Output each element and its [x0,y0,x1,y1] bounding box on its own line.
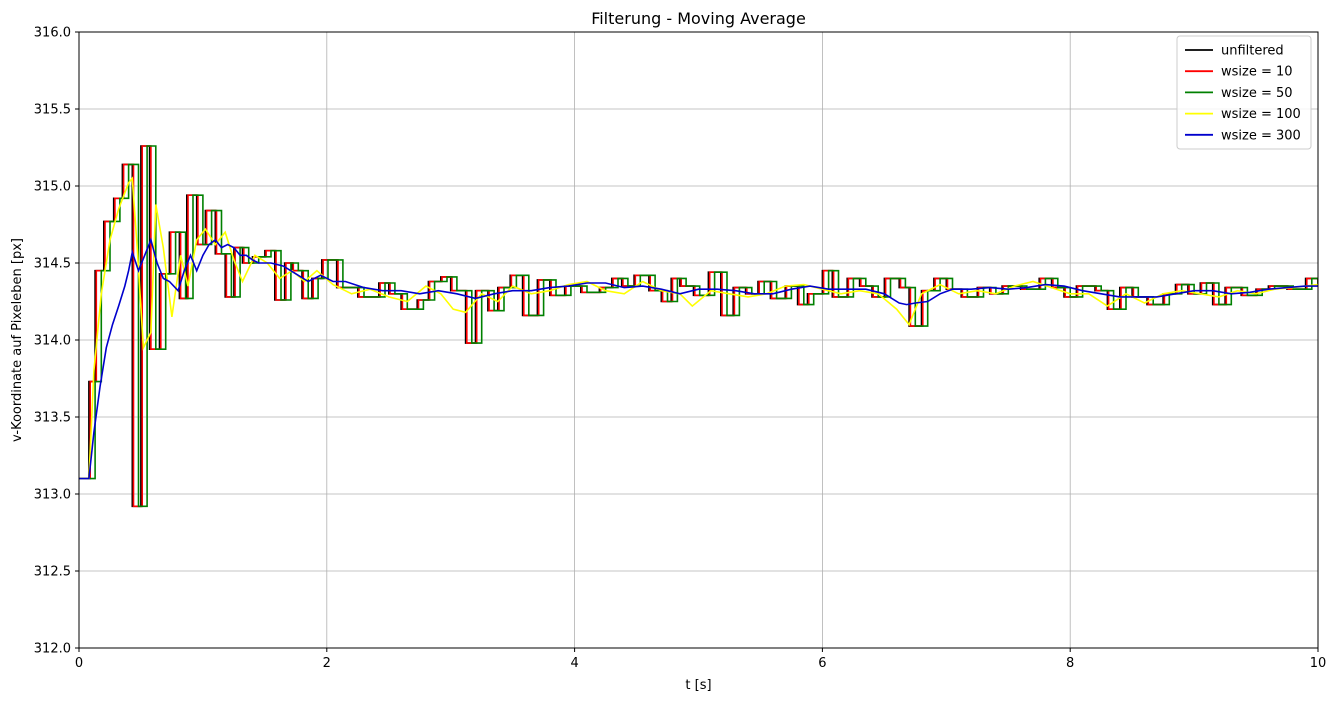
legend: unfiltered wsize = 10 wsize = 50 wsize = 10… [1176,35,1312,150]
x-tick-label: 0 [75,656,83,671]
x-tick-label: 6 [818,656,826,671]
x-tick-label: 4 [570,656,578,671]
chart-title: Filterung - Moving Average [591,9,806,28]
y-tick-label: 312.0 [34,642,71,657]
y-tick-label: 314.5 [34,257,71,272]
legend-label: wsize = 300 [1221,128,1301,143]
ticks: 0 2 4 6 8 10 312.0 312.5 313.0 313.5 314.0 314.5 315… [34,26,1326,672]
legend-label: wsize = 10 [1221,65,1293,80]
y-tick-label: 313.5 [34,411,71,426]
legend-label: wsize = 100 [1221,107,1301,122]
y-tick-label: 312.5 [34,565,71,580]
legend-label: wsize = 50 [1221,86,1293,101]
y-axis-title: v-Koordinate auf Pixeleben [px] [10,238,25,442]
x-tick-label: 10 [1310,656,1327,671]
x-axis-title: t [s] [685,678,711,693]
series-group [79,145,1318,508]
y-tick-label: 315.0 [34,180,71,195]
y-tick-label: 315.5 [34,103,71,118]
legend-box [1176,35,1312,150]
y-tick-label: 314.0 [34,334,71,349]
series-line-2 [79,145,1318,508]
y-tick-label: 313.0 [34,488,71,503]
legend-label: unfiltered [1221,44,1284,59]
x-tick-label: 8 [1066,656,1074,671]
x-tick-label: 2 [323,656,331,671]
y-tick-label: 316.0 [34,26,71,41]
series-line-4 [79,237,1318,480]
